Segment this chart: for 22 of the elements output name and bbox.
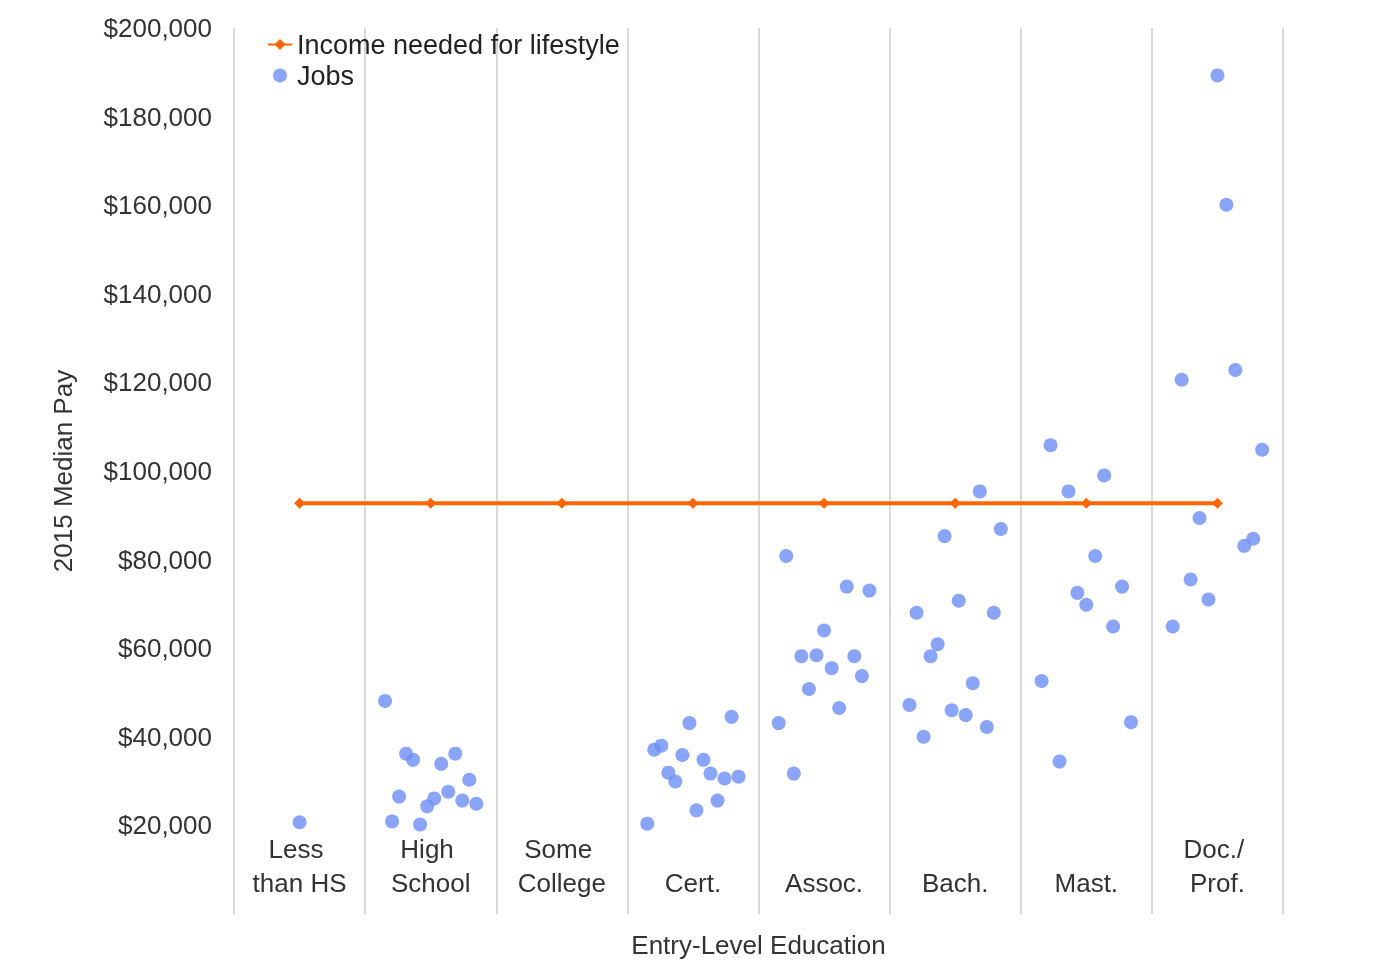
x-tick-label: Less than HS: [252, 834, 347, 898]
y-tick-label: $160,000: [103, 190, 212, 221]
y-tick-label: $120,000: [103, 367, 212, 398]
y-tick-label: $60,000: [118, 633, 212, 664]
y-tick-label: $80,000: [118, 544, 212, 575]
x-tick-label: Cert.: [664, 868, 722, 898]
y-tick-label: $100,000: [103, 456, 212, 486]
legend-label: Jobs: [297, 60, 355, 91]
x-tick-label: High School: [390, 834, 471, 898]
y-tick-label: $180,000: [103, 101, 212, 132]
x-axis-title: Entry-Level Education: [631, 930, 886, 960]
x-tick-label: Assoc.: [785, 868, 864, 898]
y-tick-label: $200,000: [103, 13, 212, 43]
x-tick-label: Mast.: [1054, 868, 1119, 898]
x-tick-label: Bach.: [921, 868, 989, 898]
y-axis-title: 2015 Median Pay: [48, 369, 78, 573]
legend-label: Income needed for lifestyle: [297, 29, 620, 60]
x-tick-label: Doc./ Prof.: [1183, 834, 1252, 898]
y-tick-label: $20,000: [118, 810, 212, 841]
y-tick-label: $140,000: [103, 278, 212, 309]
y-tick-label: $40,000: [118, 721, 212, 752]
x-tick-label: Some College: [517, 834, 606, 898]
